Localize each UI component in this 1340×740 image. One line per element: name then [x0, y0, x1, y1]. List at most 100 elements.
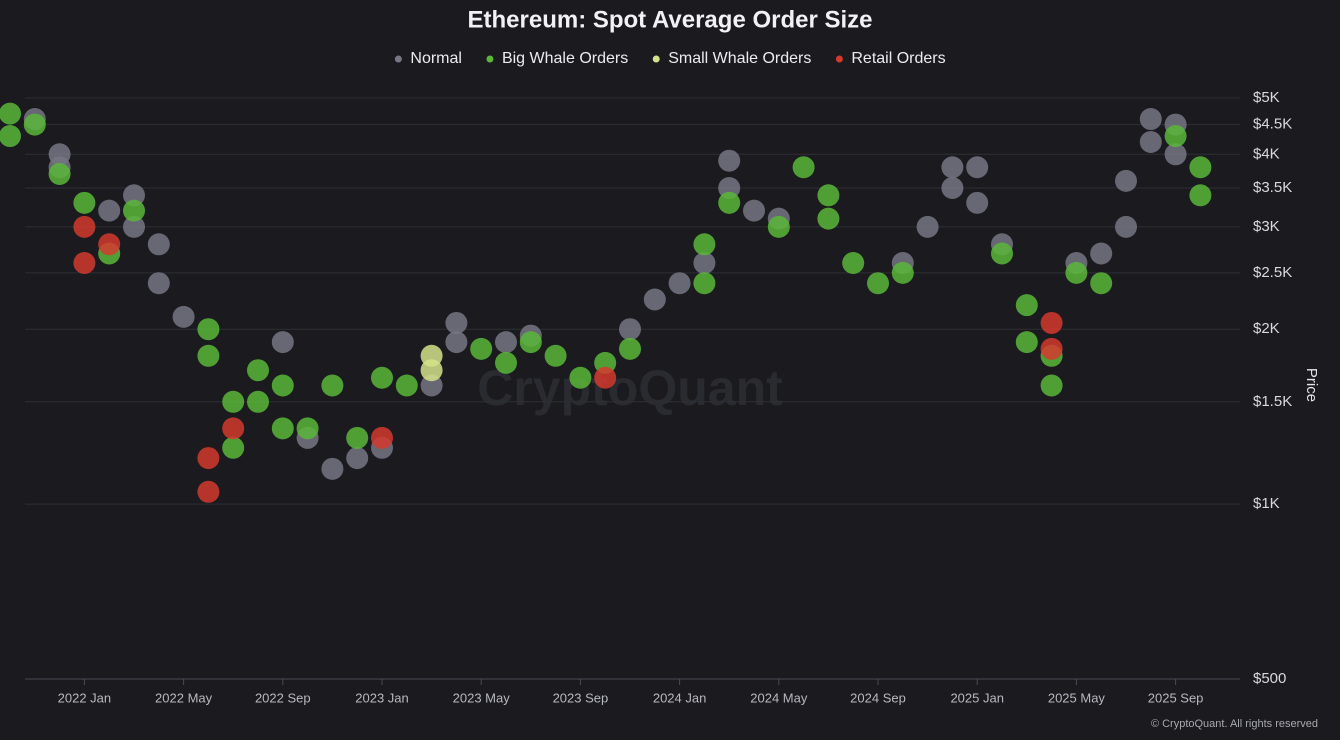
- point: [73, 191, 96, 214]
- point: [0, 102, 21, 125]
- legend-label: Retail Orders: [851, 50, 945, 67]
- point: [23, 113, 46, 136]
- point: [1040, 374, 1063, 397]
- point: [73, 252, 96, 275]
- y-axis-label: Price: [1303, 368, 1320, 402]
- point: [1115, 169, 1137, 192]
- legend-item: Big Whale Orders: [486, 50, 628, 67]
- y-tick-label: $3K: [1253, 218, 1280, 235]
- legend-label: Big Whale Orders: [502, 50, 628, 67]
- point: [296, 417, 319, 440]
- point: [271, 331, 294, 354]
- point: [817, 207, 840, 230]
- point: [916, 215, 939, 238]
- point: [1189, 184, 1212, 207]
- point: [73, 215, 96, 238]
- point: [346, 447, 369, 470]
- point: [941, 176, 964, 199]
- point: [346, 426, 369, 449]
- y-tick-label: $2K: [1253, 320, 1280, 337]
- point: [767, 215, 790, 238]
- point: [123, 184, 145, 207]
- point: [321, 374, 344, 397]
- point: [98, 233, 121, 256]
- point: [495, 351, 517, 374]
- x-tick-label: 2025 May: [1048, 690, 1106, 705]
- point: [321, 457, 344, 480]
- point: [445, 311, 468, 334]
- point: [495, 331, 517, 354]
- legend-swatch: [486, 55, 494, 63]
- point: [371, 366, 393, 389]
- point: [470, 337, 493, 360]
- point: [271, 374, 294, 397]
- y-tick-label: $1.5K: [1253, 393, 1292, 410]
- point: [693, 233, 716, 256]
- point: [792, 156, 815, 179]
- point: [371, 426, 393, 449]
- point: [172, 305, 195, 328]
- point: [247, 390, 269, 413]
- x-tick-label: 2025 Sep: [1148, 690, 1204, 705]
- point: [1189, 156, 1212, 179]
- x-tick-label: 2023 Sep: [553, 690, 609, 705]
- y-tick-label: $1K: [1253, 495, 1280, 512]
- point: [941, 156, 964, 179]
- point: [519, 331, 542, 354]
- axes: $500 $1K $1.5K $2K $2.5K $3K $3.5K $4K $4.5K $5K 2…: [25, 89, 1292, 705]
- point: [420, 374, 443, 397]
- legend: Normal Big Whale Orders Small Whale Orders…: [394, 50, 946, 67]
- point: [1065, 261, 1088, 284]
- point: [197, 318, 220, 341]
- y-tick-label: $3.5K: [1253, 179, 1292, 196]
- point: [1015, 331, 1038, 354]
- point: [1090, 242, 1113, 265]
- watermark: CryptoQuant: [477, 360, 783, 416]
- point: [569, 366, 592, 389]
- x-tick-label: 2024 Sep: [850, 690, 906, 705]
- point: [197, 344, 220, 367]
- x-tick-label: 2023 May: [453, 690, 511, 705]
- point: [1139, 108, 1162, 131]
- legend-swatch: [652, 55, 660, 63]
- legend-swatch: [835, 55, 843, 63]
- point: [743, 199, 765, 222]
- point: [222, 417, 245, 440]
- y-tick-label: $4K: [1253, 145, 1280, 162]
- point: [445, 331, 468, 354]
- x-tick-label: 2024 Jan: [653, 690, 707, 705]
- point: [147, 272, 170, 295]
- legend-item: Normal: [394, 50, 462, 67]
- point: [891, 261, 914, 284]
- point: [544, 344, 567, 367]
- point: [1040, 311, 1063, 334]
- point: [1164, 125, 1187, 148]
- x-tick-label: 2022 Jan: [58, 690, 112, 705]
- point: [594, 366, 617, 389]
- point: [1164, 143, 1187, 166]
- point: [197, 447, 220, 470]
- point: [247, 359, 269, 382]
- x-tick-label: 2024 May: [750, 690, 808, 705]
- point: [222, 436, 245, 459]
- point: [619, 337, 641, 360]
- point: [123, 215, 145, 238]
- point: [966, 156, 989, 179]
- point: [619, 318, 641, 341]
- point: [123, 199, 145, 222]
- y-tick-label: $5K: [1253, 89, 1280, 106]
- y-tick-label: $4.5K: [1253, 116, 1292, 133]
- legend-item: Retail Orders: [835, 50, 946, 67]
- point: [420, 359, 443, 382]
- footer: © CryptoQuant. All rights reserved: [1151, 718, 1318, 730]
- x-tick-label: 2022 May: [155, 690, 213, 705]
- point: [271, 417, 294, 440]
- legend-label: Small Whale Orders: [668, 50, 811, 67]
- x-tick-label: 2022 Sep: [255, 690, 311, 705]
- point: [817, 184, 840, 207]
- legend-label: Normal: [410, 50, 462, 67]
- point: [718, 191, 741, 214]
